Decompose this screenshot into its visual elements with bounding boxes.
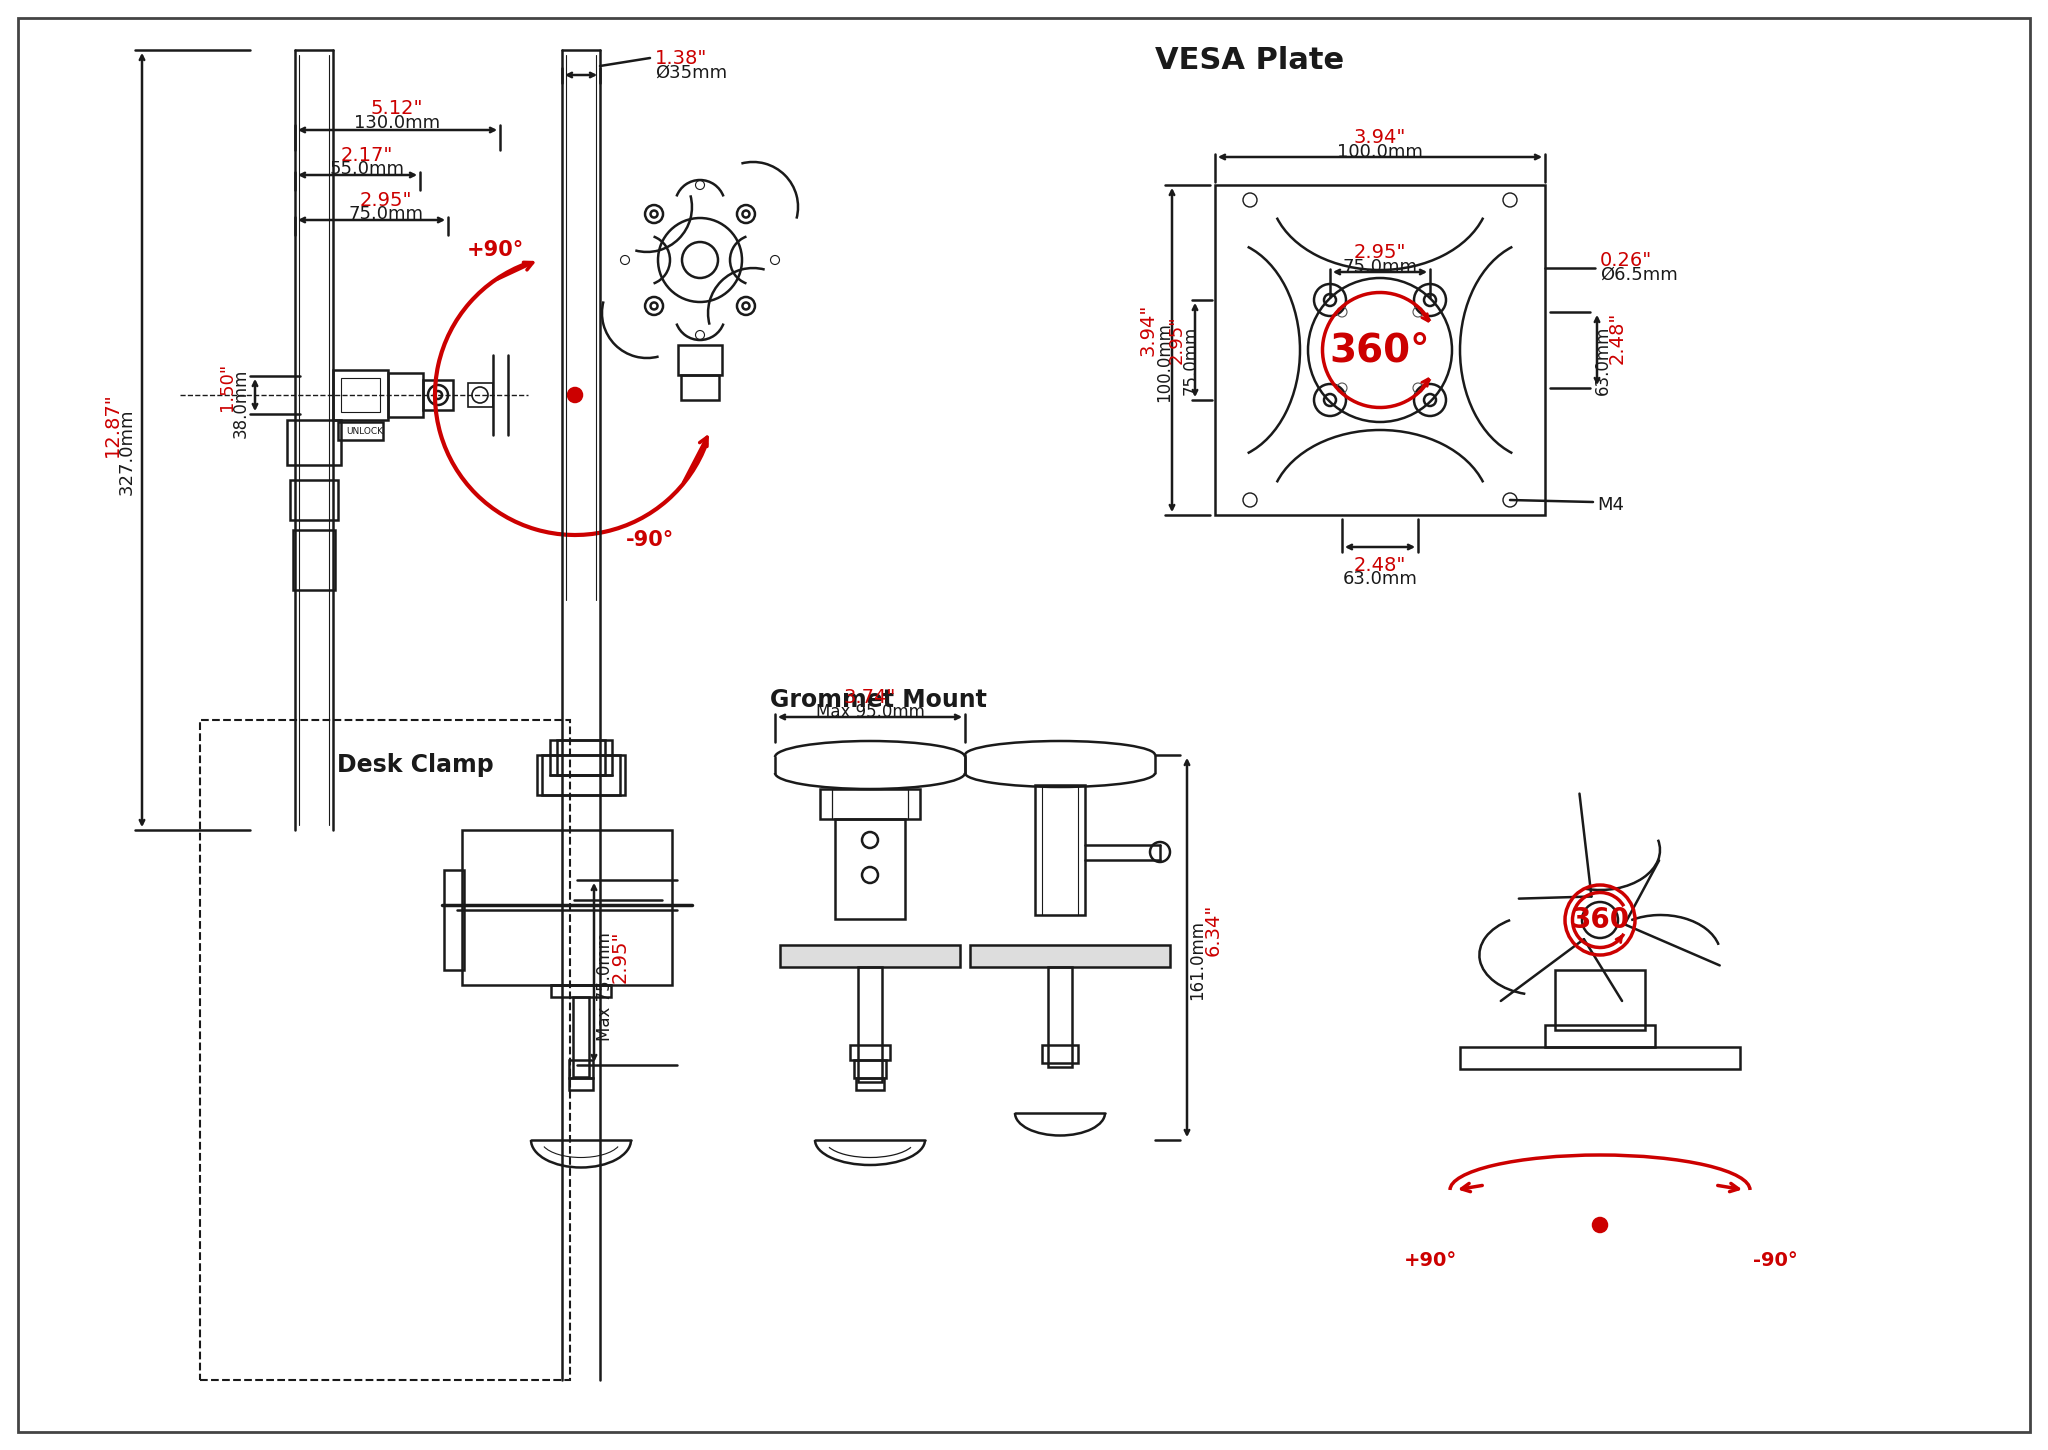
Text: 3.94": 3.94" — [1354, 128, 1407, 146]
Text: 75.0mm: 75.0mm — [348, 204, 424, 223]
Text: 2.95": 2.95" — [1354, 242, 1407, 261]
Bar — [444, 870, 465, 970]
Bar — [678, 345, 723, 376]
Text: Grommet Mount: Grommet Mount — [770, 687, 987, 712]
Bar — [293, 531, 336, 590]
Text: 1.38": 1.38" — [655, 48, 707, 68]
Bar — [569, 1060, 594, 1077]
Text: 327.0mm: 327.0mm — [119, 409, 135, 496]
Text: 2.95": 2.95" — [360, 190, 412, 209]
Bar — [836, 819, 905, 919]
Bar — [201, 721, 569, 1380]
Text: +90°: +90° — [467, 241, 524, 260]
Text: Desk Clamp: Desk Clamp — [336, 753, 494, 777]
Bar — [1460, 1047, 1741, 1069]
Bar — [682, 376, 719, 400]
Text: Max 75.0mm: Max 75.0mm — [596, 932, 614, 1041]
Text: 0.26": 0.26" — [1599, 251, 1653, 270]
Bar — [854, 1060, 887, 1077]
Circle shape — [1593, 1218, 1608, 1232]
Bar — [1042, 1045, 1077, 1063]
Bar — [971, 945, 1169, 967]
Bar — [858, 967, 883, 1082]
Text: 100.0mm: 100.0mm — [1155, 322, 1174, 402]
Bar — [569, 1077, 594, 1090]
Bar — [850, 1045, 891, 1060]
Bar — [831, 789, 907, 819]
Text: 3.74": 3.74" — [844, 687, 897, 706]
Bar — [342, 378, 381, 412]
Text: 2.95": 2.95" — [1167, 316, 1186, 364]
Text: 5.12": 5.12" — [371, 99, 424, 117]
Bar — [551, 740, 612, 774]
Text: M4: M4 — [1597, 496, 1624, 513]
Bar — [1049, 967, 1071, 1067]
Bar — [557, 740, 604, 774]
Text: 360°: 360° — [1329, 331, 1430, 368]
Text: 63.0mm: 63.0mm — [1343, 570, 1417, 589]
Bar — [543, 755, 621, 795]
Circle shape — [567, 389, 582, 402]
Text: 2.48": 2.48" — [1354, 555, 1407, 574]
Bar — [338, 422, 383, 439]
Bar — [1042, 784, 1077, 915]
Bar — [1214, 186, 1544, 515]
Text: Ø35mm: Ø35mm — [655, 64, 727, 83]
Text: 3.94": 3.94" — [1139, 304, 1157, 357]
Text: 2.48": 2.48" — [1608, 312, 1626, 364]
Text: 55.0mm: 55.0mm — [330, 160, 406, 178]
Bar — [819, 789, 920, 819]
Text: 2.17": 2.17" — [340, 145, 393, 164]
Bar — [573, 998, 590, 1077]
Text: 75.0mm: 75.0mm — [1343, 258, 1417, 276]
Bar — [856, 1077, 885, 1090]
Text: 6.34": 6.34" — [1204, 903, 1223, 956]
Bar — [469, 383, 494, 407]
Text: 63.0mm: 63.0mm — [1593, 325, 1612, 394]
Text: 161.0mm: 161.0mm — [1188, 919, 1206, 1000]
Bar — [1544, 1025, 1655, 1047]
Bar — [424, 380, 453, 410]
Text: 75.0mm: 75.0mm — [1182, 325, 1200, 394]
Bar — [537, 755, 625, 795]
Bar — [780, 945, 961, 967]
Text: +90°: +90° — [1403, 1250, 1456, 1270]
Text: 130.0mm: 130.0mm — [354, 115, 440, 132]
Bar — [334, 370, 387, 420]
Text: 12.87": 12.87" — [102, 393, 121, 457]
Text: VESA Plate: VESA Plate — [1155, 45, 1343, 74]
Text: -90°: -90° — [1753, 1250, 1798, 1270]
Text: Ø6.5mm: Ø6.5mm — [1599, 265, 1677, 284]
Bar — [1034, 784, 1085, 915]
Bar — [387, 373, 424, 418]
Text: 360: 360 — [1571, 906, 1628, 934]
Text: 1.50": 1.50" — [217, 362, 236, 412]
Bar — [287, 420, 342, 465]
Text: 2.95": 2.95" — [610, 931, 629, 983]
Text: Max 95.0mm: Max 95.0mm — [815, 703, 924, 721]
Bar — [463, 829, 672, 985]
Bar — [551, 985, 610, 998]
Text: 100.0mm: 100.0mm — [1337, 144, 1423, 161]
Text: 38.0mm: 38.0mm — [231, 368, 250, 438]
Bar — [291, 480, 338, 521]
Text: -90°: -90° — [627, 531, 674, 550]
Bar — [1554, 970, 1645, 1030]
Text: UNLOCK: UNLOCK — [346, 426, 383, 435]
